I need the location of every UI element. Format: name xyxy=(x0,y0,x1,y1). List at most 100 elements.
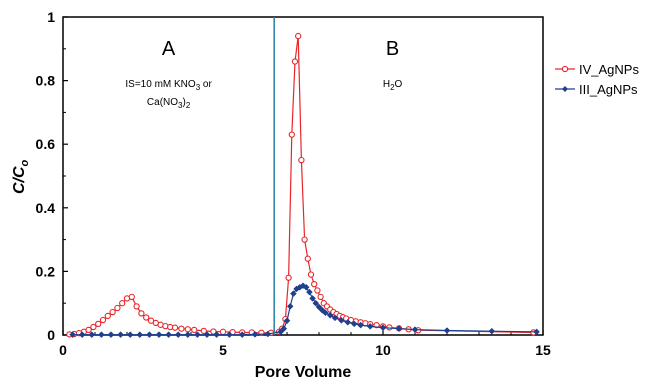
data-point xyxy=(104,312,111,320)
data-point xyxy=(171,324,179,331)
condition-subscript: 3 xyxy=(178,101,183,110)
condition-text-tail: or xyxy=(200,79,212,90)
y-axis: 0 0.2 0.4 0.6 0.8 1 C/Co xyxy=(11,9,68,343)
data-point xyxy=(69,331,76,339)
y-tick-label-3: 0.6 xyxy=(36,136,56,152)
data-point xyxy=(443,327,451,334)
legend-item-IV_AgNPs: IV_AgNPs xyxy=(555,62,639,77)
condition-subscript-2: 2 xyxy=(186,101,191,110)
data-point xyxy=(488,327,496,335)
data-point xyxy=(290,290,297,298)
data-point xyxy=(90,323,97,331)
data-point xyxy=(295,32,302,40)
data-point xyxy=(128,293,135,300)
data-point xyxy=(533,328,540,336)
data-point xyxy=(331,314,339,322)
legend-item-III_AgNPs: III_AgNPs xyxy=(555,82,638,97)
data-point xyxy=(99,316,107,324)
data-point xyxy=(312,299,320,307)
legend-label: IV_AgNPs xyxy=(579,62,639,77)
x-tick-label-0: 0 xyxy=(59,342,67,358)
y-tick-label-5: 1 xyxy=(47,9,55,25)
y-axis-title-sub: o xyxy=(19,159,31,166)
data-point xyxy=(203,331,211,339)
y-tick-label-2: 0.4 xyxy=(36,200,56,216)
data-point xyxy=(307,271,315,278)
x-tick-label-2: 10 xyxy=(375,342,391,358)
data-point xyxy=(283,317,291,325)
data-point xyxy=(126,331,134,339)
data-point xyxy=(350,320,358,328)
data-point xyxy=(285,274,292,281)
data-point xyxy=(379,324,387,332)
data-point xyxy=(194,331,201,339)
region-a-condition-line2: Ca(NO3)2 xyxy=(147,97,191,110)
data-point xyxy=(288,131,295,138)
data-point xyxy=(155,331,163,339)
x-axis: 0 5 10 15 Pore Volume xyxy=(59,330,551,381)
condition-subscript: 3 xyxy=(196,83,201,92)
series-III_AgNPs xyxy=(69,282,540,339)
data-point xyxy=(184,326,191,333)
data-point xyxy=(315,303,323,311)
y-axis-title: C/Co xyxy=(11,159,31,194)
region-label-a: A xyxy=(162,38,176,60)
data-point xyxy=(304,255,311,262)
region-label-b: B xyxy=(386,38,399,60)
condition-text-tail: O xyxy=(395,79,403,90)
data-point xyxy=(88,331,96,339)
data-point xyxy=(306,288,313,296)
data-point xyxy=(251,331,259,338)
region-a-condition-line1: IS=10 mM KNO3 or xyxy=(125,79,212,92)
data-point xyxy=(143,314,150,321)
x-axis-title: Pore Volume xyxy=(255,364,352,381)
data-point xyxy=(395,325,403,332)
data-point xyxy=(280,325,288,332)
data-point xyxy=(109,308,116,316)
data-point xyxy=(213,331,220,339)
data-point xyxy=(178,325,185,332)
data-point xyxy=(357,321,364,329)
condition-text: H xyxy=(383,79,390,90)
data-point xyxy=(117,331,124,339)
data-point xyxy=(301,236,308,243)
legend-label: III_AgNPs xyxy=(579,82,638,97)
data-point xyxy=(286,303,294,310)
data-point xyxy=(165,331,172,339)
data-point xyxy=(322,309,329,317)
data-point xyxy=(200,327,207,335)
condition-text: IS=10 mM KNO xyxy=(125,79,196,90)
condition-subscript: 2 xyxy=(390,83,395,92)
condition-text: Ca(NO xyxy=(147,97,178,108)
data-point xyxy=(338,317,345,324)
data-point xyxy=(238,331,246,339)
data-point xyxy=(138,310,145,317)
data-point xyxy=(317,293,324,300)
y-axis-title-main: C/C xyxy=(11,166,28,194)
region-b-condition-line1: H2O xyxy=(383,79,403,92)
data-point xyxy=(314,287,321,294)
data-point xyxy=(85,326,92,334)
legend-marker xyxy=(562,86,568,92)
data-point xyxy=(184,331,192,339)
data-point xyxy=(95,320,102,328)
condition-text-close: ) xyxy=(182,97,185,108)
data-point xyxy=(277,328,284,336)
data-point xyxy=(298,156,305,164)
data-point xyxy=(191,326,198,334)
data-point xyxy=(366,323,374,330)
x-tick-label-1: 5 xyxy=(219,342,227,358)
data-point xyxy=(78,331,86,339)
series-line-III_AgNPs xyxy=(72,285,537,336)
data-point xyxy=(146,331,153,339)
data-point xyxy=(291,58,299,65)
data-point xyxy=(311,280,318,288)
data-point xyxy=(302,283,310,291)
data-point xyxy=(174,331,182,339)
data-point xyxy=(309,295,316,302)
data-point xyxy=(219,328,227,335)
legend-marker xyxy=(561,65,569,73)
data-point xyxy=(226,331,233,339)
